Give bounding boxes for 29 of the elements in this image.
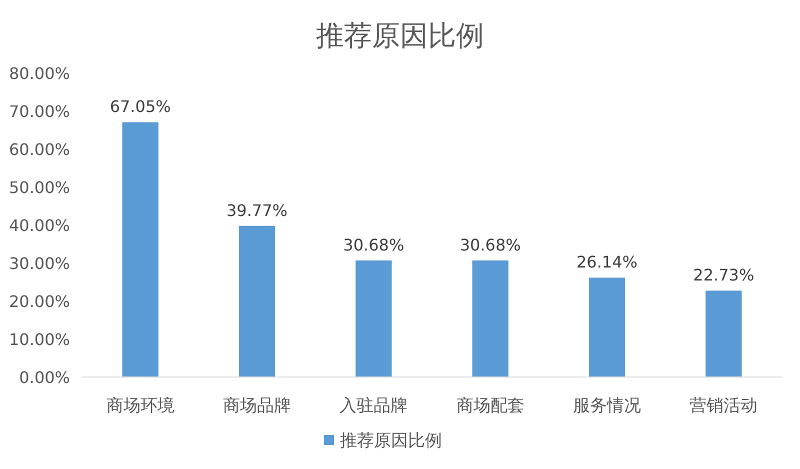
bar: [356, 260, 392, 377]
x-tick-label: 商场品牌: [223, 396, 291, 416]
y-tick-label: 10.00%: [8, 330, 70, 349]
data-label: 30.68%: [343, 235, 404, 254]
y-tick-label: 80.00%: [8, 64, 70, 83]
y-tick-label: 60.00%: [8, 140, 70, 159]
legend-label: 推荐原因比例: [340, 431, 442, 451]
x-tick-label: 服务情况: [573, 396, 641, 416]
bar: [238, 226, 276, 377]
data-label: 67.05%: [110, 97, 171, 116]
data-label: 22.73%: [693, 266, 754, 285]
bar: [472, 260, 508, 377]
data-label: 30.68%: [460, 235, 521, 254]
y-tick-label: 40.00%: [8, 216, 70, 235]
y-tick-label: 20.00%: [8, 292, 70, 311]
data-label: 39.77%: [226, 200, 288, 220]
y-tick-label: 70.00%: [8, 102, 70, 121]
y-tick-label: 30.00%: [8, 254, 70, 273]
y-tick-label: 50.00%: [8, 178, 70, 197]
data-label: 26.14%: [576, 252, 638, 272]
x-tick-label: 入驻品牌: [340, 396, 408, 416]
chart-title: 推荐原因比例: [316, 19, 484, 52]
x-tick-label: 商场配套: [456, 396, 524, 416]
x-tick-label: 营销活动: [690, 396, 758, 416]
bar: [588, 278, 626, 377]
bar: [122, 122, 158, 377]
x-tick-label: 商场环境: [106, 396, 174, 416]
bar: [706, 290, 742, 377]
y-tick-label: 0.00%: [19, 368, 70, 387]
